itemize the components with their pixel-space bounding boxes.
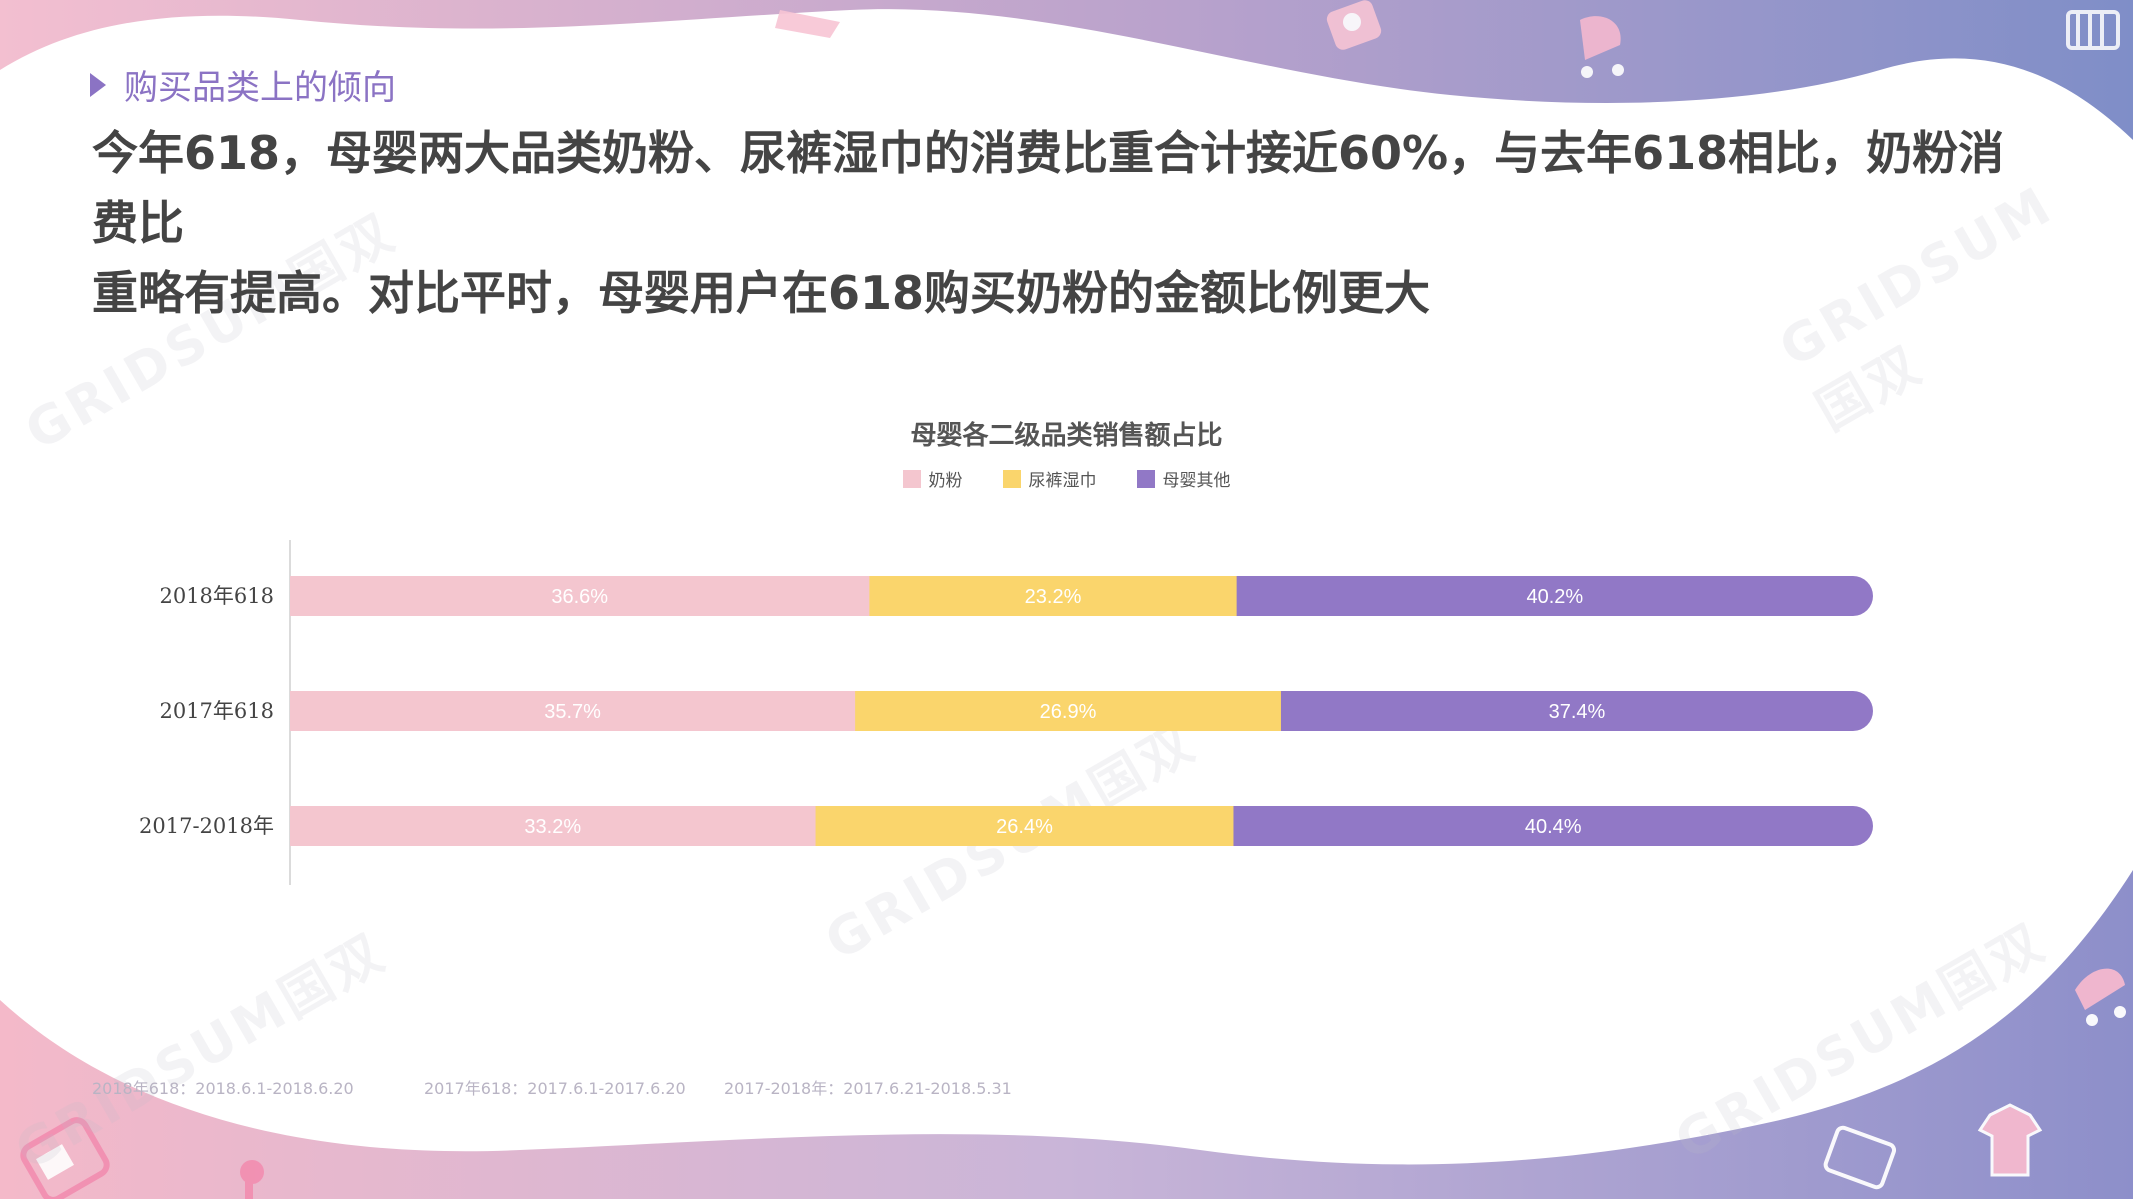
play-triangle-icon <box>90 72 106 97</box>
baby-bag-icon <box>1823 1125 1897 1190</box>
headline-line-2: 重略有提高。对比平时，母婴用户在618购买奶粉的金额比例更大 <box>92 266 1431 320</box>
footnotes: 2018年618：2018.6.1-2018.6.20 2017年618：201… <box>92 1075 1012 1099</box>
data-label: 37.4% <box>1549 701 1606 723</box>
legend-swatch <box>1002 469 1021 488</box>
data-label: 26.9% <box>1040 701 1097 723</box>
footnote-2017-2018: 2017-2018年：2017.6.21-2018.5.31 <box>724 1079 1012 1098</box>
rattle-icon <box>240 1160 264 1199</box>
data-label: 33.2% <box>524 816 581 838</box>
category-label: 2017年618 <box>159 699 274 723</box>
category-label: 2018年618 <box>159 584 274 608</box>
legend-item: 母婴其他 <box>1136 466 1231 491</box>
bar-segment <box>815 806 1234 846</box>
data-label: 40.2% <box>1526 586 1583 608</box>
data-label: 40.4% <box>1525 816 1582 838</box>
bar-segment <box>1236 576 1873 616</box>
bar-segment <box>855 691 1282 731</box>
pram-icon <box>2075 968 2126 1026</box>
bar-segment <box>1280 691 1873 731</box>
legend-swatch <box>902 469 921 488</box>
footnote-2018: 2018年618：2018.6.1-2018.6.20 <box>92 1079 354 1098</box>
section-label-text: 购买品类上的倾向 <box>124 68 396 108</box>
chart-legend: 奶粉 尿裤湿巾 母婴其他 <box>0 466 2133 491</box>
bottle-icon <box>20 1117 110 1199</box>
data-label: 23.2% <box>1025 586 1082 608</box>
bottle-sterilizer-icon <box>1326 0 1382 50</box>
footnote-2017: 2017年618：2017.6.1-2017.6.20 <box>424 1079 686 1098</box>
bar-segment <box>1233 806 1873 846</box>
legend-label: 奶粉 <box>928 471 963 491</box>
stroller-icon <box>1580 16 1624 78</box>
headline: 今年618，母婴两大品类奶粉、尿裤湿巾的消费比重合计接近60%，与去年618相比… <box>92 118 2012 328</box>
legend-label: 母婴其他 <box>1162 471 1231 491</box>
legend-label: 尿裤湿巾 <box>1028 471 1097 491</box>
data-label: 26.4% <box>996 816 1053 838</box>
bar-segment <box>290 691 856 731</box>
data-label: 35.7% <box>544 701 601 723</box>
legend-swatch <box>1136 469 1155 488</box>
baby-clothes-icon <box>1977 1103 2043 1177</box>
headline-line-1: 今年618，母婴两大品类奶粉、尿裤湿巾的消费比重合计接近60%，与去年618相比… <box>92 126 2005 250</box>
bar-segment <box>290 806 817 846</box>
legend-item: 奶粉 <box>902 466 963 491</box>
bar-segment <box>869 576 1238 616</box>
category-label: 2017-2018年 <box>139 814 274 838</box>
chart-title: 母婴各二级品类销售额占比 <box>910 421 1223 451</box>
bottom-wave <box>0 870 2133 1199</box>
section-label: 购买品类上的倾向 <box>90 60 396 109</box>
crib-icon <box>2066 10 2120 50</box>
bathtub-icon <box>775 10 840 38</box>
data-label: 36.6% <box>551 586 608 608</box>
legend-item: 尿裤湿巾 <box>1002 466 1097 491</box>
bar-segment <box>290 576 870 616</box>
